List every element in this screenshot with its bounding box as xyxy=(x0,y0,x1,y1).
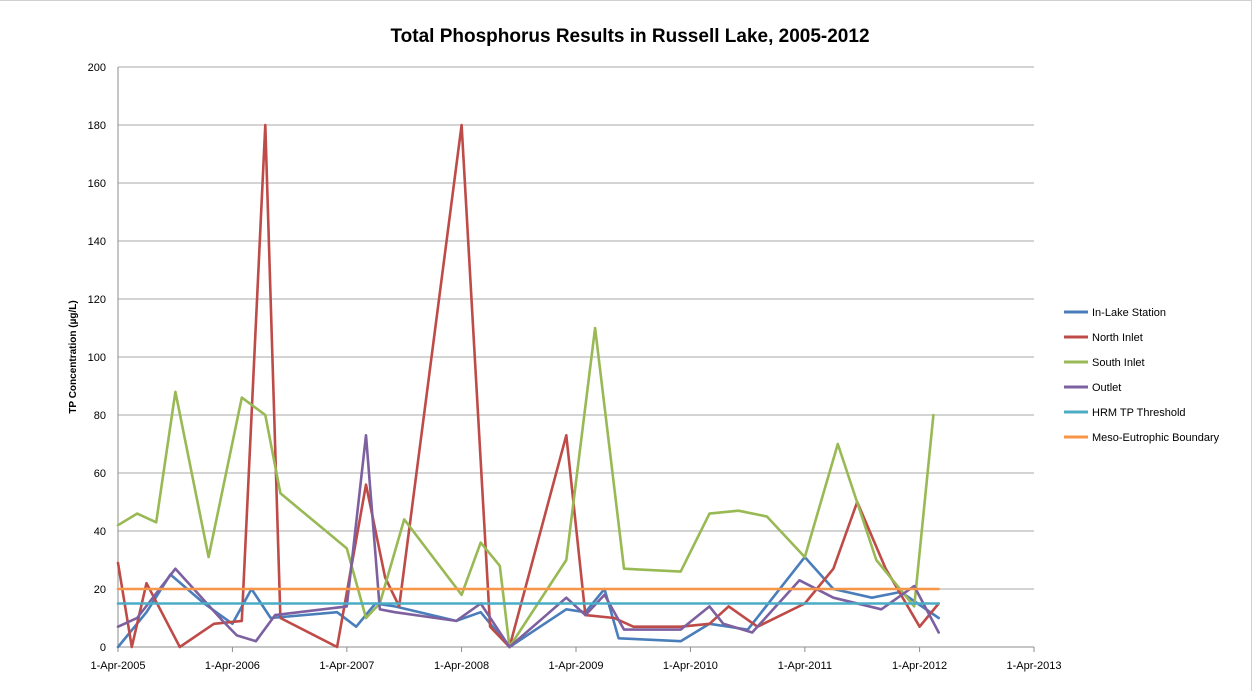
y-tick-label: 140 xyxy=(88,236,106,248)
y-tick-label: 80 xyxy=(94,410,106,422)
y-tick-label: 100 xyxy=(88,352,106,364)
axes: 0 20 40 60 80 100 120 140 160 180 200 1-Apr-2005 1-A… xyxy=(88,62,1062,672)
legend-entry: North Inlet xyxy=(1092,332,1143,344)
x-tick-label: 1-Apr-2007 xyxy=(319,660,374,672)
x-tick-label: 1-Apr-2005 xyxy=(90,660,145,672)
y-tick-label: 0 xyxy=(100,642,106,654)
chart-title: Total Phosphorus Results in Russell Lake… xyxy=(390,26,869,47)
y-tick-label: 20 xyxy=(94,584,106,596)
x-tick-label: 1-Apr-2006 xyxy=(205,660,260,672)
x-tick-label: 1-Apr-2008 xyxy=(434,660,489,672)
y-tick-label: 40 xyxy=(94,526,106,538)
series-line-in-lake-station xyxy=(116,555,941,649)
x-tick-label: 1-Apr-2013 xyxy=(1006,660,1061,672)
x-tick-label: 1-Apr-2012 xyxy=(892,660,947,672)
y-tick-label: 160 xyxy=(88,178,106,190)
y-tick-label: 120 xyxy=(88,294,106,306)
series-line-south-inlet xyxy=(116,326,935,649)
y-tick-label: 200 xyxy=(88,62,106,74)
legend: In-Lake Station North Inlet South Inlet Out… xyxy=(1064,307,1220,444)
series-line-outlet xyxy=(116,433,941,649)
x-tick-label: 1-Apr-2009 xyxy=(548,660,603,672)
y-tick-label: 180 xyxy=(88,120,106,132)
x-tick-label: 1-Apr-2011 xyxy=(778,660,832,672)
legend-entry: In-Lake Station xyxy=(1092,307,1166,319)
legend-entry: Outlet xyxy=(1092,382,1121,394)
y-tick-label: 60 xyxy=(94,468,106,480)
x-tick-label: 1-Apr-2010 xyxy=(663,660,718,672)
legend-entry: HRM TP Threshold xyxy=(1092,407,1186,419)
series-lines xyxy=(116,123,941,649)
legend-entry: Meso-Eutrophic Boundary xyxy=(1092,432,1220,444)
y-axis-label: TP Concentration (µg/L) xyxy=(68,300,79,413)
legend-entry: South Inlet xyxy=(1092,357,1145,369)
